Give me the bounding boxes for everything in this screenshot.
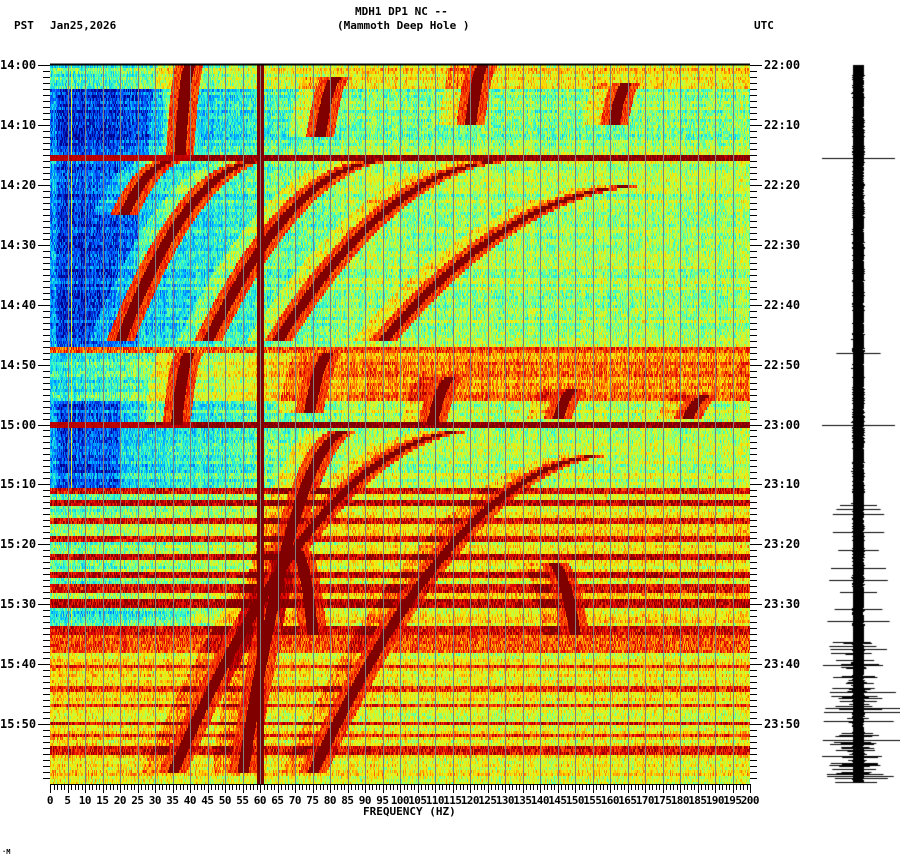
footer-mark: ·M bbox=[2, 848, 11, 856]
frequency-tick-label: 135 bbox=[513, 794, 532, 807]
frequency-tick-label: 130 bbox=[495, 794, 515, 807]
utc-time-label: 23:40 bbox=[764, 657, 801, 672]
frequency-tick-label: 35 bbox=[166, 794, 179, 807]
pst-time-label: 14:30 bbox=[0, 237, 37, 252]
pst-time-label: 15:20 bbox=[0, 537, 37, 552]
frequency-tick-label: 95 bbox=[376, 794, 389, 807]
frequency-tick-label: 60 bbox=[253, 794, 267, 807]
frequency-tick-label: 45 bbox=[201, 794, 214, 807]
pst-time-label: 14:00 bbox=[0, 58, 37, 72]
frequency-tick-label: 165 bbox=[618, 794, 637, 807]
frequency-tick-label: 120 bbox=[460, 794, 480, 807]
frequency-tick-label: 125 bbox=[478, 794, 497, 807]
station-title: MDH1 DP1 NC -- bbox=[355, 5, 448, 18]
utc-time-label: 22:40 bbox=[764, 297, 801, 312]
frequency-tick-label: 30 bbox=[148, 794, 162, 807]
frequency-tick-label: 50 bbox=[218, 794, 232, 807]
pst-time-label: 15:10 bbox=[0, 477, 37, 492]
x-axis-title: FREQUENCY (HZ) bbox=[363, 805, 456, 818]
left-timezone-label: PST bbox=[14, 19, 34, 32]
right-timezone-label: UTC bbox=[754, 19, 774, 32]
station-location: (Mammoth Deep Hole ) bbox=[337, 19, 470, 32]
pst-time-label: 14:10 bbox=[0, 117, 37, 132]
pst-time-label: 15:50 bbox=[0, 717, 37, 732]
frequency-tick-label: 140 bbox=[530, 794, 550, 807]
frequency-tick-label: 200 bbox=[740, 794, 760, 807]
utc-time-label: 22:20 bbox=[764, 177, 801, 192]
frequency-tick-label: 40 bbox=[183, 794, 197, 807]
frequency-tick-label: 110 bbox=[425, 794, 445, 807]
utc-time-label: 22:00 bbox=[764, 58, 801, 72]
utc-time-label: 23:10 bbox=[764, 477, 801, 492]
spectrogram-heatmap bbox=[50, 65, 750, 784]
frequency-tick-label: 145 bbox=[548, 794, 567, 807]
utc-time-label: 23:50 bbox=[764, 717, 801, 732]
pst-time-label: 15:30 bbox=[0, 597, 37, 612]
utc-time-label: 22:50 bbox=[764, 357, 801, 372]
frequency-tick-label: 180 bbox=[670, 794, 690, 807]
utc-time-label: 23:20 bbox=[764, 537, 801, 552]
frequency-tick-label: 15 bbox=[96, 794, 109, 807]
frequency-tick-label: 155 bbox=[583, 794, 602, 807]
utc-time-label: 22:10 bbox=[764, 117, 801, 132]
pst-time-label: 14:20 bbox=[0, 177, 37, 192]
pst-time-label: 15:40 bbox=[0, 657, 37, 672]
frequency-tick-label: 150 bbox=[565, 794, 585, 807]
frequency-tick-label: 25 bbox=[131, 794, 144, 807]
frequency-tick-label: 55 bbox=[236, 794, 249, 807]
frequency-tick-label: 185 bbox=[688, 794, 707, 807]
seismogram-trace bbox=[800, 55, 900, 790]
utc-time-label: 22:30 bbox=[764, 237, 801, 252]
date-label: Jan25,2026 bbox=[50, 19, 117, 32]
frequency-tick-label: 90 bbox=[358, 794, 372, 807]
frequency-tick-label: 195 bbox=[723, 794, 742, 807]
frequency-tick-label: 85 bbox=[341, 794, 354, 807]
frequency-tick-label: 20 bbox=[113, 794, 127, 807]
frequency-tick-label: 175 bbox=[653, 794, 672, 807]
frequency-tick-label: 100 bbox=[390, 794, 410, 807]
utc-time-label: 23:00 bbox=[764, 417, 801, 432]
frequency-tick-label: 5 bbox=[64, 794, 71, 807]
frequency-tick-label: 10 bbox=[78, 794, 92, 807]
frequency-tick-label: 190 bbox=[705, 794, 725, 807]
pst-time-label: 14:40 bbox=[0, 297, 37, 312]
frequency-tick-label: 170 bbox=[635, 794, 655, 807]
frequency-tick-label: 105 bbox=[408, 794, 427, 807]
pst-time-label: 15:00 bbox=[0, 417, 37, 432]
frequency-tick-label: 115 bbox=[443, 794, 462, 807]
frequency-tick-label: 80 bbox=[323, 794, 337, 807]
pst-time-label: 14:50 bbox=[0, 357, 37, 372]
frequency-tick-label: 75 bbox=[306, 794, 319, 807]
frequency-tick-label: 65 bbox=[271, 794, 284, 807]
frequency-tick-label: 70 bbox=[288, 794, 302, 807]
frequency-tick-label: 0 bbox=[46, 794, 54, 807]
utc-time-label: 23:30 bbox=[764, 597, 801, 612]
frequency-tick-label: 160 bbox=[600, 794, 620, 807]
